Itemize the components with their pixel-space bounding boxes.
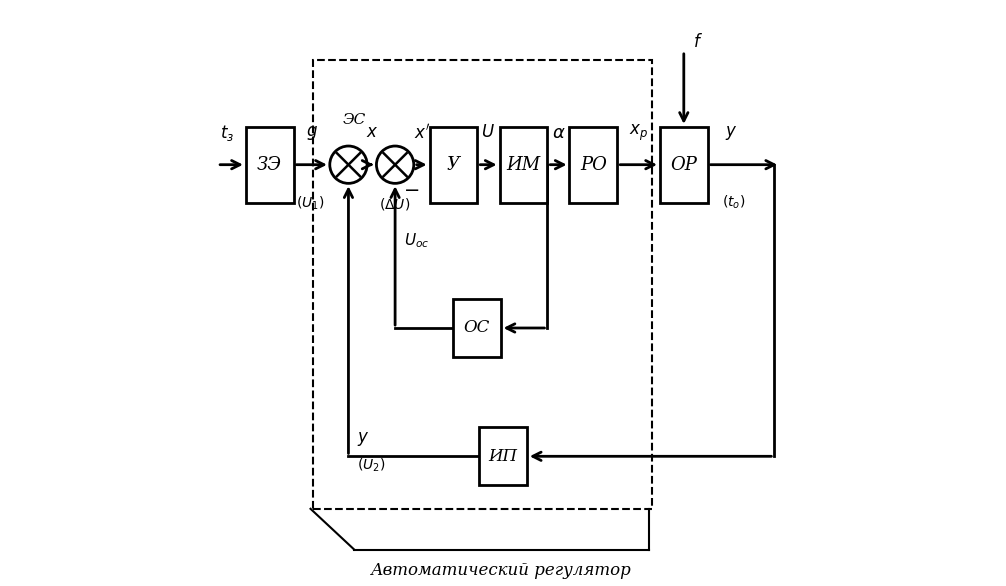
Text: $U$: $U$ <box>482 124 495 141</box>
Text: $-$: $-$ <box>403 180 420 199</box>
Bar <box>245 127 294 203</box>
Text: ОС: ОС <box>464 319 490 336</box>
Text: Автоматический регулятор: Автоматический регулятор <box>371 561 632 578</box>
Text: ЗЭ: ЗЭ <box>258 156 283 173</box>
Text: $y$: $y$ <box>357 430 369 448</box>
Text: $(U_1)$: $(U_1)$ <box>296 195 324 213</box>
Text: $\alpha$: $\alpha$ <box>551 124 565 142</box>
Bar <box>660 127 707 203</box>
Bar <box>453 299 501 357</box>
Text: ИП: ИП <box>489 448 517 465</box>
Bar <box>430 127 477 203</box>
Text: ИМ: ИМ <box>506 156 540 173</box>
Text: $y$: $y$ <box>725 124 737 142</box>
Text: $(U_2)$: $(U_2)$ <box>357 456 385 473</box>
Text: ЭС: ЭС <box>343 113 366 127</box>
Circle shape <box>376 146 413 183</box>
Text: ОР: ОР <box>670 156 697 173</box>
Text: У: У <box>447 156 460 173</box>
Text: $U_{ос}$: $U_{ос}$ <box>403 231 430 250</box>
Text: $x'$: $x'$ <box>413 123 430 142</box>
Text: $(t_о)$: $(t_о)$ <box>722 194 745 212</box>
Bar <box>500 127 547 203</box>
Text: $g$: $g$ <box>306 124 318 142</box>
Text: $x_p$: $x_p$ <box>629 122 648 143</box>
Text: $(\Delta U)$: $(\Delta U)$ <box>379 196 410 212</box>
Bar <box>314 60 652 509</box>
Text: $t_з$: $t_з$ <box>220 122 234 142</box>
Text: $f$: $f$ <box>692 33 702 51</box>
Bar <box>569 127 618 203</box>
Bar <box>479 427 527 485</box>
Text: РО: РО <box>580 156 607 173</box>
Circle shape <box>330 146 367 183</box>
Text: $x$: $x$ <box>365 124 378 141</box>
